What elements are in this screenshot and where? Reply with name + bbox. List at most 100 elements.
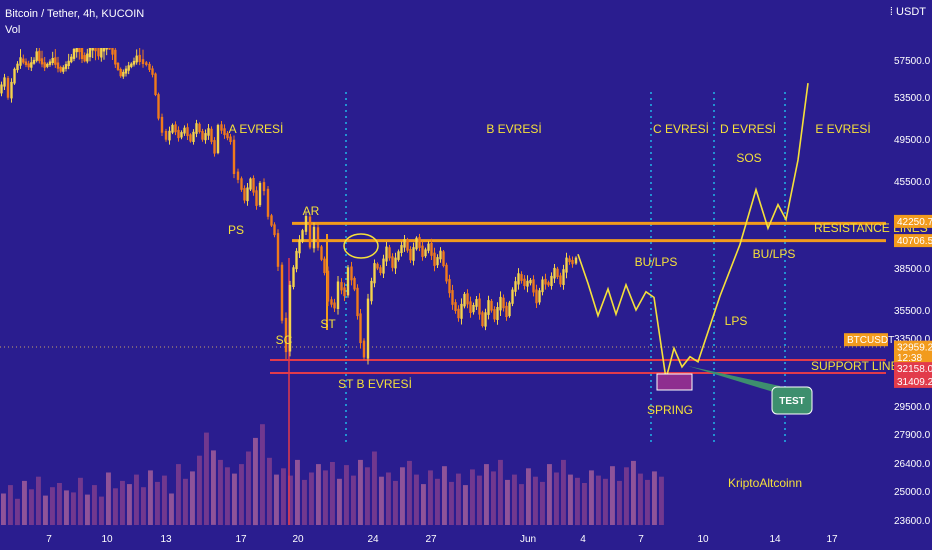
candle-body: [207, 128, 210, 136]
candle-body: [19, 57, 22, 66]
candle-body: [517, 273, 520, 285]
candle-body: [475, 299, 478, 307]
candle-body: [97, 48, 100, 57]
candle-body: [88, 48, 92, 58]
candle-body: [481, 312, 484, 326]
point-label: BU/LPS: [635, 255, 678, 269]
volume-bar: [71, 492, 76, 525]
candle-body: [460, 303, 463, 319]
price-tag-label: 32158.0: [897, 364, 932, 375]
time-axis-tick: 10: [697, 534, 709, 545]
candle-body: [51, 58, 54, 63]
price-tag: [894, 214, 932, 228]
phase-label: E EVRESİ: [815, 122, 870, 136]
volume-bar: [568, 474, 573, 525]
volume-bar: [617, 480, 622, 525]
candle-body: [0, 84, 3, 94]
volume-bar: [64, 490, 69, 525]
price-tag: [894, 362, 932, 376]
candle-body: [502, 297, 505, 309]
candle-body: [54, 57, 57, 65]
candle-body: [22, 58, 25, 63]
currency-unit: ⁞ USDT: [889, 6, 926, 18]
candle-body: [62, 67, 65, 72]
candle-body: [171, 124, 174, 133]
candle-body: [353, 278, 356, 290]
volume-bar: [624, 467, 629, 526]
volume-bar: [204, 432, 209, 525]
candle-body: [487, 300, 490, 315]
candle-body: [16, 63, 19, 71]
candle-body: [514, 281, 517, 292]
candle-body: [78, 48, 81, 53]
candle-body: [86, 53, 89, 62]
volume-bar: [610, 466, 615, 525]
candle-body: [132, 60, 136, 65]
time-axis-tick: 10: [101, 534, 113, 545]
candle-body: [229, 136, 232, 142]
volume-bar: [288, 475, 293, 525]
candle-body: [535, 289, 538, 304]
volume-bar: [316, 464, 321, 525]
price-tag-label: 32959.2: [897, 343, 932, 354]
price-axis-tick: 35500.0: [894, 306, 931, 317]
price-axis-tick: 26400.0: [894, 459, 931, 470]
volume-bar: [365, 467, 370, 526]
volume-bar: [330, 462, 335, 525]
volume-bar: [148, 470, 153, 525]
volume-bar: [386, 472, 391, 525]
volume-bar: [645, 479, 650, 525]
candle-body: [394, 257, 397, 269]
price-axis-tick: 53500.0: [894, 93, 931, 104]
point-label: BU/LPS: [753, 247, 796, 261]
candle-body: [246, 187, 249, 202]
candle-body: [323, 258, 326, 273]
candle-body: [333, 302, 336, 309]
candle-body: [330, 299, 333, 305]
candle-body: [236, 171, 240, 180]
candle-body: [3, 77, 6, 87]
candle-body: [421, 245, 424, 257]
candle-body: [59, 67, 62, 72]
candle-body: [56, 62, 60, 69]
candle-body: [346, 267, 350, 296]
candle-body: [336, 281, 340, 309]
candle-body: [385, 246, 388, 262]
candle-body: [427, 243, 430, 251]
candle-body: [210, 128, 213, 142]
price-axis-tick: 49500.0: [894, 135, 931, 146]
volume-bar: [393, 480, 398, 525]
candle-body: [70, 56, 73, 63]
candle-body: [445, 264, 448, 282]
phase-label: A EVRESİ: [229, 122, 284, 136]
candle-body: [350, 266, 353, 281]
candle-body: [508, 302, 511, 317]
volume-bar: [603, 478, 608, 525]
volume-bar: [421, 484, 426, 526]
candle-body: [343, 287, 346, 297]
point-label: SC: [276, 333, 293, 347]
price-tag: [894, 340, 932, 354]
time-axis-tick: 17: [826, 534, 838, 545]
candle-body: [130, 63, 133, 67]
candle-body: [556, 268, 559, 277]
candle-body: [466, 293, 469, 305]
volume-bar: [337, 478, 342, 525]
time-axis-tick: 13: [160, 534, 172, 545]
time-axis-tick: 14: [769, 534, 781, 545]
volume-bar: [43, 495, 48, 525]
candle-body: [424, 249, 427, 257]
candle-body: [198, 123, 201, 133]
candle-body: [391, 256, 394, 268]
price-axis-tick: 33500.0: [894, 334, 931, 345]
candle-body: [105, 48, 108, 50]
candle-body: [373, 263, 376, 284]
candle-body: [100, 48, 103, 58]
candle-body: [366, 298, 370, 359]
candle-body: [520, 274, 523, 281]
candle-body: [135, 55, 138, 63]
volume-bar: [407, 460, 412, 525]
candle-body: [484, 312, 487, 327]
